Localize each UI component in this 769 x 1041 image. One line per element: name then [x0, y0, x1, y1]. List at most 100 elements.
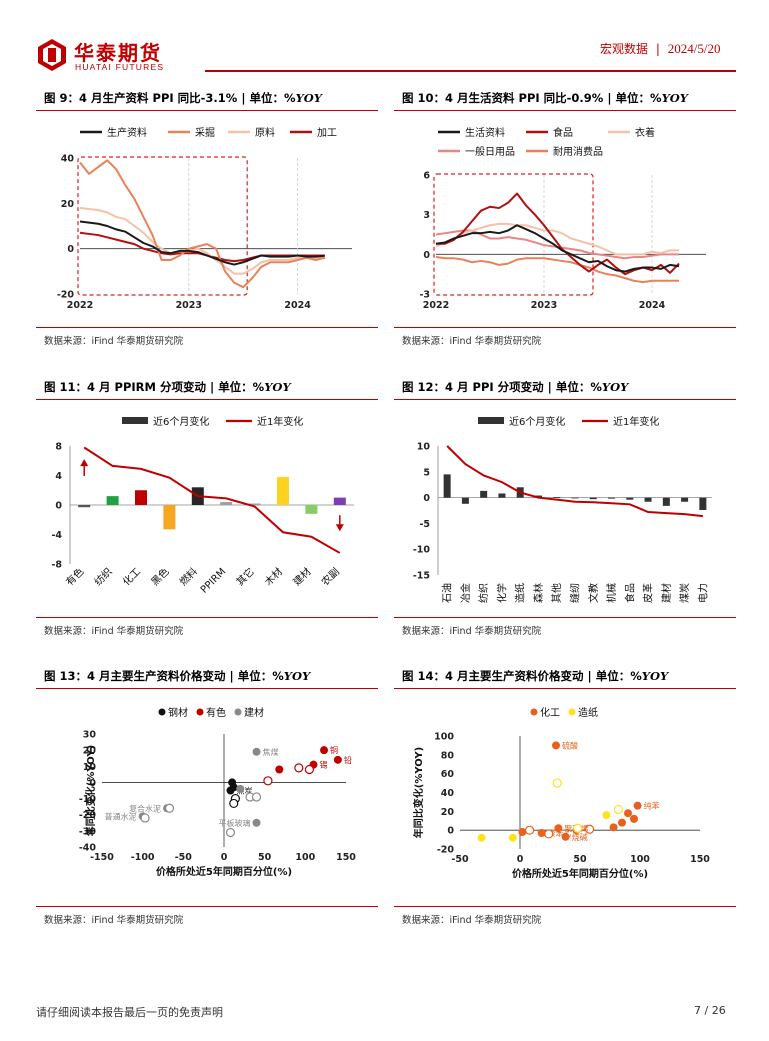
x-axis-title: 价格所处近5年同期百分位(%) [156, 865, 292, 878]
category-label-PPIRM: PPIRM [199, 566, 228, 595]
bar-其它 [248, 503, 261, 505]
bar-纺织 [480, 490, 488, 498]
point-有色 [333, 755, 342, 764]
point-建材 [252, 818, 261, 827]
category-label-森林: 森林 [532, 583, 545, 603]
fig9-rule-bottom [36, 327, 378, 328]
header-rule [205, 70, 736, 72]
y-tick-label: 0 [55, 501, 62, 512]
fig10-rule-top [394, 110, 736, 111]
legend-swatch-有色 [196, 708, 204, 716]
bar-石油 [443, 474, 451, 498]
x-tick-label: -100 [131, 852, 155, 863]
y-tick-label: 60 [441, 769, 455, 780]
category-label-建材: 建材 [660, 583, 673, 603]
x-tick-label: 50 [573, 854, 587, 865]
bar-食品 [626, 497, 634, 500]
bar-其他 [553, 497, 561, 498]
point-化工 [552, 741, 560, 750]
point-有色 [275, 765, 284, 774]
point-建材 [251, 792, 262, 802]
category-label-木材: 木材 [262, 565, 285, 588]
y-tick-label: 0 [423, 493, 430, 504]
bar-化工 [135, 490, 147, 505]
fig11-title: 图 11：4 月 PPIRM 分项变动 | 单位：%YOY [44, 380, 291, 394]
x-tick-label: 0 [221, 852, 228, 863]
bar-PPIRM [220, 502, 233, 505]
fig10-rule-bottom [394, 327, 736, 328]
fig14-source: 数据来源：iFind 华泰期货研究院 [402, 915, 542, 926]
legend-label-化工: 化工 [540, 706, 560, 719]
bar-冶金 [461, 497, 469, 504]
y-tick-label: 80 [441, 750, 455, 761]
x-tick-label: -50 [451, 854, 469, 865]
y-tick-label: -30 [79, 826, 97, 837]
fig9-rule-top [36, 110, 378, 111]
bar-木材 [277, 476, 289, 505]
point-化工 [618, 818, 626, 827]
huatai-logo-icon [38, 39, 66, 71]
point-label: 烧碱 [572, 832, 588, 842]
legend-swatch-钢材 [158, 708, 166, 716]
point-化工 [554, 824, 563, 833]
category-label-有色: 有色 [63, 565, 86, 588]
category-label-造纸: 造纸 [514, 583, 527, 603]
x-tick-label: 2024 [284, 300, 311, 311]
fig9-source: 数据来源：iFind 华泰期货研究院 [44, 336, 184, 347]
highlight-box [433, 173, 594, 296]
legend-label-一般日用品: 一般日用品 [465, 145, 515, 158]
y-tick-label: 0 [423, 250, 430, 261]
y-tick-label: -5 [419, 519, 430, 530]
fig10-title: 图 10：4 月生活资料 PPI 同比-0.9% | 单位：%YOY [402, 91, 689, 105]
category-label-黑色: 黑色 [148, 565, 171, 588]
bar-建材 [662, 497, 670, 506]
point-建材 [236, 784, 245, 793]
fig13-rule-bottom [36, 906, 378, 907]
fig14-rule-bottom [394, 906, 736, 907]
header-meta: 宏观数据 | 2024/5/20 [600, 40, 720, 57]
bar-文教 [589, 497, 597, 500]
fig13-title: 图 13：4 月主要生产资料价格变动 | 单位：%YOY [44, 669, 311, 683]
bar-纺织 [106, 496, 119, 505]
y-axis-title: 年同比变化(%YOY) [84, 745, 97, 836]
point-建材 [252, 747, 261, 756]
legend-swatch-建材 [234, 708, 242, 716]
category-label-其他: 其他 [550, 583, 563, 603]
point-label: 锡 [319, 761, 327, 770]
legend-label-采掘: 采掘 [195, 126, 215, 139]
category-label-煤炭: 煤炭 [678, 583, 691, 603]
bar-黑色 [163, 505, 176, 530]
category-label-纺织: 纺织 [477, 583, 490, 603]
y-tick-label: 40 [61, 154, 75, 165]
fig11-chart: 近6个月变化 近1年变化 8 4 0 -4 -8有色 纺织 化工 黑色 燃料PPIRM 其它 木材 建材农… [51, 415, 354, 596]
category-label-电力: 电力 [696, 583, 709, 603]
point-label: 平板玻璃 [219, 818, 251, 828]
point-化工 [624, 809, 632, 818]
series-line-衣着 [435, 222, 679, 256]
y-tick-label: -15 [413, 571, 430, 582]
x-tick-label: -150 [90, 852, 114, 863]
point-建材 [225, 827, 236, 838]
category-label-化工: 化工 [120, 565, 143, 588]
y-tick-label: -40 [79, 843, 97, 854]
y-tick-label: 3 [423, 210, 430, 221]
point-造纸 [477, 833, 486, 842]
category-label-农副: 农副 [319, 565, 342, 588]
x-tick-label: -50 [175, 852, 193, 863]
footer-disclaimer: 请仔细阅读本报告最后一页的免责声明 [36, 1006, 223, 1019]
fig13-rule-top [36, 688, 378, 689]
bar-有色 [78, 505, 91, 508]
legend-label-近6个月变化: 近6个月变化 [509, 415, 565, 428]
series-line-生产资料 [79, 220, 325, 266]
y-tick-label: -4 [51, 530, 62, 541]
legend-label-耐用消费品: 耐用消费品 [553, 145, 603, 158]
category-label-建材: 建材 [290, 565, 313, 588]
y-tick-label: -10 [413, 545, 431, 556]
y-tick-label: 100 [434, 732, 454, 743]
point-钢材 [229, 798, 239, 809]
point-化工 [630, 814, 638, 823]
bar-缝纫 [571, 497, 579, 499]
legend-label-钢材: 钢材 [168, 706, 188, 719]
